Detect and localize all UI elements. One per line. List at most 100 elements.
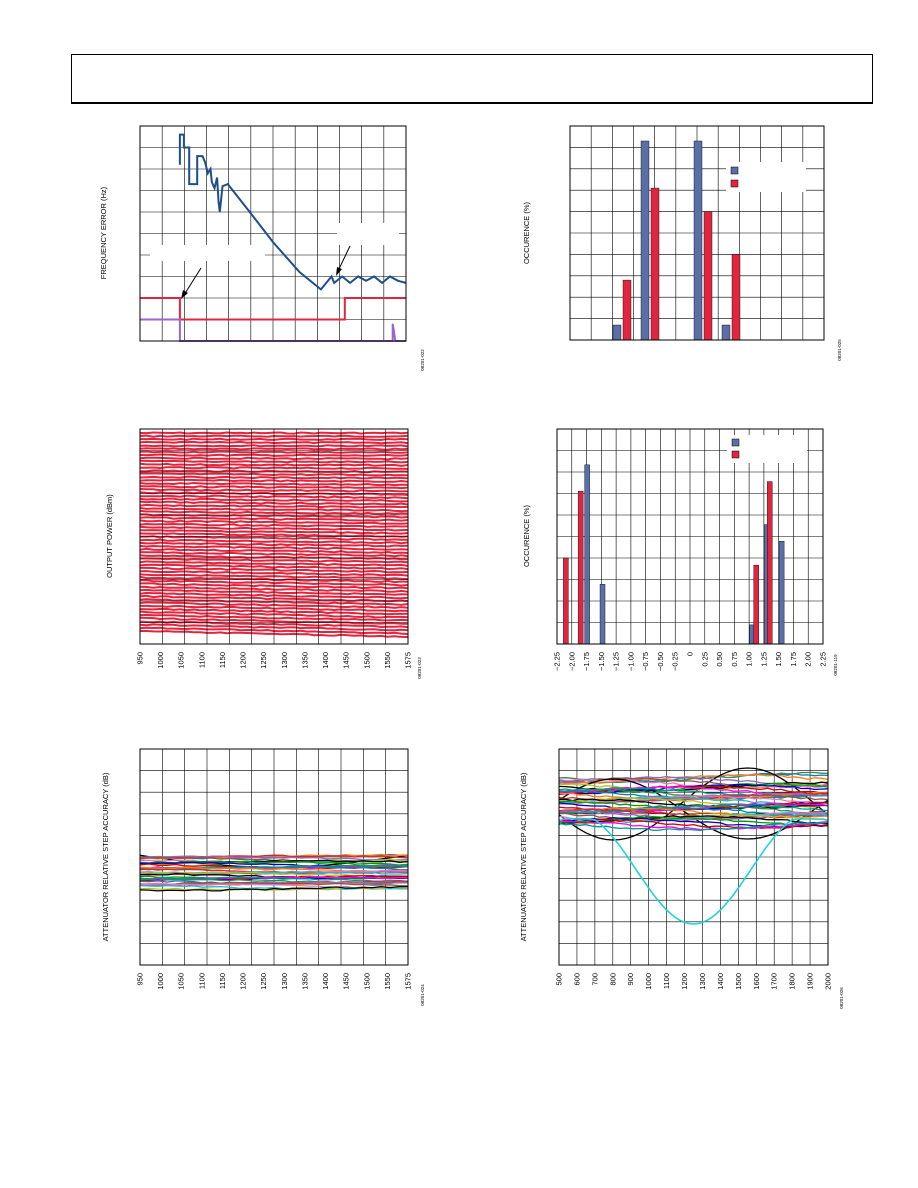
chart-frequency-error-frame: [139, 125, 407, 342]
step-accuracy-1-tick-label: 1250: [259, 973, 268, 990]
chart-occurrence-2-code: 08201-119: [833, 654, 838, 676]
step-accuracy-1-series: [139, 855, 409, 861]
chart-occurrence-1-code: 08201-025: [837, 339, 842, 361]
step-accuracy-1-tick-label: 1350: [300, 973, 309, 990]
step-accuracy-2-series: [559, 810, 829, 822]
occurrence-2-tick-label: −1.00: [626, 652, 635, 671]
occurrence-2-bar: [767, 481, 773, 645]
output-power-tick-label: 1500: [362, 652, 371, 669]
step-accuracy-2-tick-label: 500: [555, 973, 564, 986]
occurrence-1-bar: [650, 187, 660, 341]
occurrence-2-bar: [577, 490, 584, 645]
step-accuracy-1-tick-label: 1150: [218, 973, 227, 989]
occurrence-2-tick-label: −2.00: [567, 652, 576, 671]
chart-frequency-error-ylabel: FREQUENCY ERROR (Hz): [99, 186, 108, 279]
chart-output-power-frame: [139, 428, 409, 645]
chart-step-accuracy-2-frame: [558, 748, 829, 966]
output-power-tick-label: 1550: [383, 652, 392, 669]
step-accuracy-2-tick-label: 1000: [644, 973, 653, 990]
step-accuracy-1-series: [139, 883, 409, 890]
output-power-tick-label: 1450: [342, 652, 351, 669]
step-accuracy-2-tick-label: 1600: [752, 973, 761, 990]
chart-occurrence-1-ylabel: OCCURENCE (%): [522, 201, 531, 264]
occurrence-2-tick-label: 0.50: [715, 652, 724, 667]
step-accuracy-1-series: [139, 876, 409, 882]
chart-step-accuracy-1-xticks: 950 1000 1050 1100 1150 1200 1250 1300 1350 1400 1…: [136, 973, 413, 990]
legend-swatch-2: [730, 179, 739, 188]
chart-occurrence-1-bars: [612, 140, 741, 341]
step-accuracy-1-series: [139, 871, 409, 877]
step-accuracy-2-series: [558, 808, 829, 820]
chart-step-accuracy-2-ylabel: ATTENUATOR RELATIVE STEP ACCURACY (dB): [519, 772, 528, 941]
step-accuracy-2-series: [558, 795, 829, 805]
occurrence-1-bar: [731, 254, 741, 341]
step-accuracy-1-series: [139, 885, 408, 892]
step-accuracy-2-tick-label: 1900: [806, 973, 815, 990]
occurrence-2-tick-label: −0.75: [641, 652, 650, 671]
step-accuracy-2-series: [558, 820, 829, 831]
occurrence-2-tick-label: −1.50: [597, 652, 606, 671]
chart-occurrence-2-legend: [727, 435, 807, 463]
step-accuracy-2-series: [558, 773, 829, 785]
output-power-tick-label: 1400: [321, 652, 330, 669]
legend2-swatch-2: [731, 450, 740, 459]
step-accuracy-2-tick-label: 1400: [716, 973, 725, 990]
step-accuracy-1-series: [139, 860, 409, 866]
annotation-arrowhead-right: [336, 267, 342, 276]
step-accuracy-1-tick-label: 1200: [239, 973, 248, 990]
chart-step-accuracy-1-series: [139, 853, 409, 892]
step-accuracy-1-series: [139, 865, 409, 871]
page-header-box: [71, 54, 873, 104]
annotation-box-left: [150, 245, 265, 261]
chart-frequency-error: FREQUENCY ERROR (Hz) 08201-022: [99, 125, 425, 371]
occurrence-2-tick-label: 1.75: [789, 652, 798, 667]
occurrence-2-tick-label: 2.00: [804, 652, 813, 667]
step-accuracy-2-tick-label: 1800: [788, 973, 797, 990]
step-accuracy-2-series: [558, 791, 829, 801]
step-accuracy-2-tick-label: 2000: [824, 973, 833, 990]
step-accuracy-1-tick-label: 1100: [197, 973, 206, 989]
chart-step-accuracy-2-series: [558, 767, 829, 925]
output-power-tick-label: 1300: [280, 652, 289, 669]
step-accuracy-2-series: [558, 815, 829, 825]
annotation-arrowhead-left: [181, 290, 188, 299]
chart-output-power-code: 08201-023: [417, 657, 422, 679]
occurrence-1-bar: [622, 279, 632, 341]
step-accuracy-1-series: [139, 859, 409, 864]
occurrence-2-tick-label: 0.25: [700, 652, 709, 667]
step-accuracy-1-tick-label: 1500: [362, 973, 371, 990]
chart-output-power-ylabel: OUTPUT POWER (dBm): [105, 494, 114, 578]
freq-error-series-1: [178, 133, 407, 291]
freq-error-series-2: [140, 297, 406, 321]
step-accuracy-1-tick-label: 1575: [404, 973, 413, 990]
step-accuracy-1-tick-label: 1550: [383, 973, 392, 990]
annotation-arrow-left: [183, 267, 202, 296]
step-accuracy-2-series: [558, 804, 829, 815]
occurrence-2-tick-label: 0.75: [730, 652, 739, 667]
annotation-box-right: [337, 223, 399, 245]
step-accuracy-2-tick-label: 1300: [698, 973, 707, 990]
chart-step-accuracy-1-ylabel: ATTENUATOR RELATIVE STEP ACCURACY (dB): [101, 772, 110, 941]
occurrence-2-tick-label: −2.25: [553, 652, 562, 671]
chart-step-accuracy-2-xticks: 500 600 700 800 900 1000 1100 1200 1300 1400 1500 1…: [555, 973, 833, 990]
step-accuracy-2-tick-label: 600: [572, 973, 581, 986]
step-accuracy-2-tick-label: 800: [608, 973, 617, 986]
step-accuracy-1-tick-label: 1300: [280, 973, 289, 990]
occurrence-2-bar: [753, 564, 759, 645]
occurrence-2-tick-label: 1.50: [774, 652, 783, 667]
chart-occurrence-1-frame: [569, 125, 825, 341]
step-accuracy-1-tick-label: 1050: [177, 973, 186, 990]
chart-step-accuracy-1-code: 08201-024: [420, 984, 425, 1006]
occurrence-2-bar: [563, 557, 569, 645]
step-accuracy-1-tick-label: 1000: [156, 973, 165, 990]
chart-step-accuracy-1-frame: [139, 748, 409, 966]
occurrence-2-tick-label: −1.75: [582, 652, 591, 671]
step-accuracy-2-tick-label: 700: [590, 973, 599, 986]
step-accuracy-1-tick-label: 1450: [342, 973, 351, 990]
chart-occurrence-2-xticks: −2.25 −2.00 −1.75 −1.50 −1.25 −1.00 −0.75 −0.50…: [553, 652, 828, 671]
step-accuracy-1-series: [139, 886, 409, 891]
occurrence-1-bar: [612, 324, 622, 341]
step-accuracy-2-tick-label: 1500: [734, 973, 743, 990]
step-accuracy-2-series: [558, 784, 829, 796]
